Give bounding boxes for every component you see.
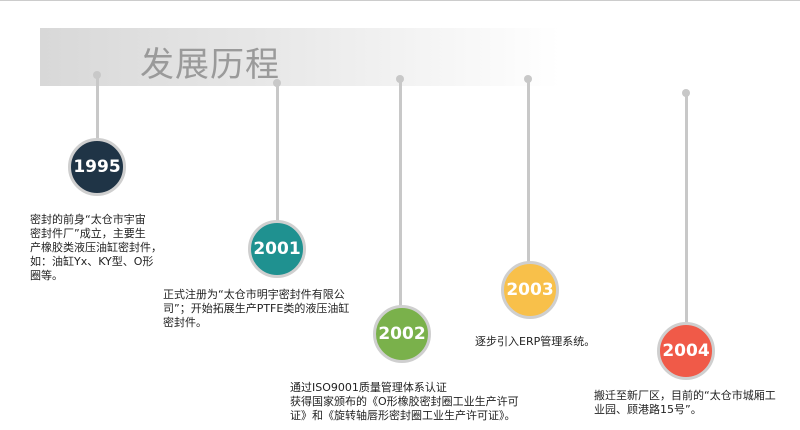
page-title: 发展历程: [140, 45, 280, 85]
event-text-1995: 密封的前身“太仓市宇宙 密封件厂”成立，主要生 产橡胶类液压油缸密封件， 如：油…: [30, 213, 162, 282]
event-text-2003: 逐步引入ERP管理系统。: [475, 335, 596, 348]
title-banner: [40, 28, 560, 86]
year-badge-1995: 1995: [68, 138, 126, 196]
event-text-2001: 正式注册为“太仓市明宇密封件有限公 司”；开始拓展生产PTFE类的液压油缸 密封…: [163, 288, 350, 329]
timeline-stem: [276, 83, 279, 221]
event-text-2004: 搬迁至新厂区，目前的“太仓市城厢工 业园、顾港路15号”。: [594, 389, 776, 416]
year-badge-2002: 2002: [373, 305, 431, 363]
timeline-stem: [527, 79, 530, 263]
timeline-stem: [685, 93, 688, 325]
timeline-stem: [399, 79, 402, 307]
year-badge-2003: 2003: [501, 261, 559, 319]
year-badge-2001: 2001: [248, 220, 306, 278]
event-text-2002: 通过ISO9001质量管理体系认证 获得国家颁布的《O形橡胶密封圈工业生产许可 …: [290, 381, 519, 422]
timeline-stem: [96, 75, 99, 139]
year-badge-2004: 2004: [657, 322, 715, 380]
